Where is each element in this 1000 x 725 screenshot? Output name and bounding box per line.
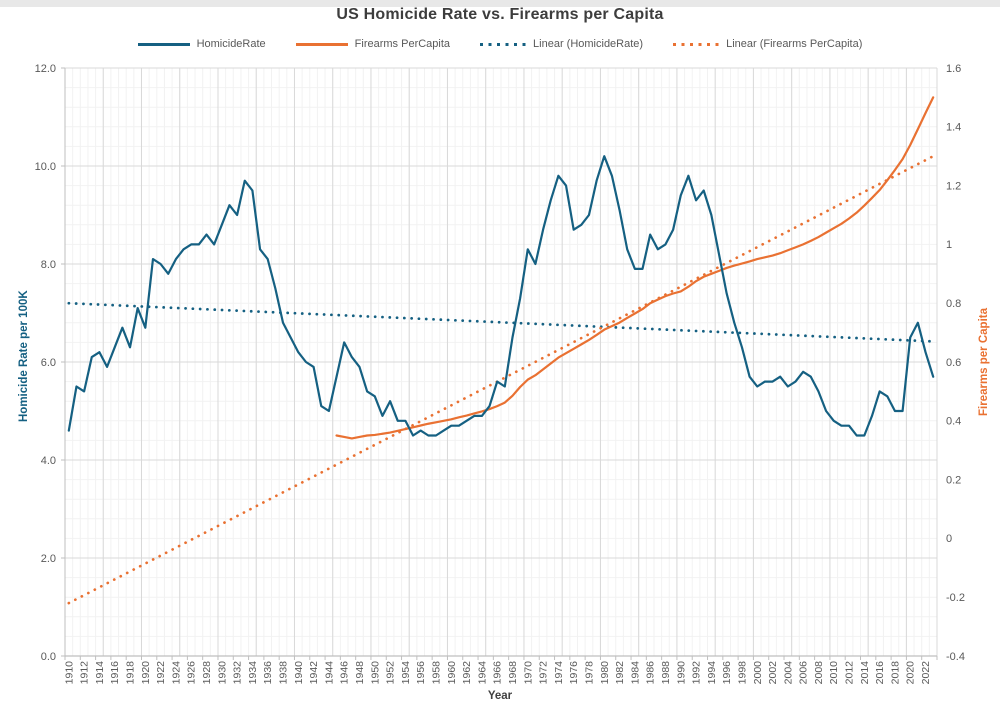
- chart-title: US Homicide Rate vs. Firearms per Capita: [336, 6, 664, 23]
- x-tick-label: 1934: [247, 661, 259, 685]
- x-tick-label: 1910: [63, 661, 75, 685]
- left-tick-label: 8.0: [41, 259, 56, 271]
- x-tick-label: 1984: [629, 661, 641, 685]
- x-tick-label: 2018: [889, 661, 901, 685]
- dotted-line-swatch-icon: [673, 42, 720, 46]
- x-tick-label: 1916: [109, 661, 121, 685]
- x-tick-label: 1942: [308, 661, 320, 685]
- x-tick-label: 1978: [583, 661, 595, 685]
- dotted-line-swatch-icon: [480, 42, 527, 46]
- x-tick-label: 1928: [201, 661, 213, 685]
- x-tick-label: 2004: [782, 661, 794, 685]
- legend-item: HomicideRate: [137, 38, 266, 50]
- x-tick-label: 1988: [660, 661, 672, 685]
- left-tick-label: 6.0: [41, 357, 56, 369]
- left-tick-label: 0.0: [41, 651, 56, 663]
- legend-label: Linear (Firearms PerCapita): [726, 38, 863, 50]
- x-tick-label: 1926: [186, 661, 198, 685]
- x-tick-label: 1990: [675, 661, 687, 685]
- legend-item: Firearms PerCapita: [295, 38, 451, 50]
- right-tick-label: -0.2: [946, 592, 965, 604]
- right-axis-title: Firearms per Capita: [978, 308, 990, 417]
- x-tick-label: 1956: [415, 661, 427, 685]
- x-tick-label: 2002: [767, 661, 779, 685]
- x-tick-label: 1952: [385, 661, 397, 685]
- x-tick-label: 2012: [844, 661, 856, 685]
- x-tick-label: 1950: [369, 661, 381, 685]
- x-tick-label: 1976: [568, 661, 580, 685]
- x-tick-label: 1980: [599, 661, 611, 685]
- legend-label: HomicideRate: [196, 38, 266, 50]
- right-tick-label: 1.4: [946, 122, 961, 134]
- x-tick-label: 1936: [262, 661, 274, 685]
- x-tick-label: 1946: [339, 661, 351, 685]
- x-tick-label: 2022: [920, 661, 932, 685]
- x-tick-label: 1992: [691, 661, 703, 685]
- left-tick-label: 4.0: [41, 455, 56, 467]
- right-tick-label: 0.6: [946, 357, 961, 369]
- x-tick-label: 1920: [140, 661, 152, 685]
- right-tick-label: 1.2: [946, 180, 961, 192]
- x-tick-label: 1986: [645, 661, 657, 685]
- right-tick-label: 0.4: [946, 416, 961, 428]
- x-tick-label: 1932: [232, 661, 244, 685]
- legend-item: Linear (HomicideRate): [480, 38, 643, 50]
- x-tick-label: 1940: [293, 661, 305, 685]
- x-tick-label: 1964: [476, 661, 488, 685]
- legend-label: Firearms PerCapita: [354, 38, 451, 50]
- x-tick-label: 2010: [828, 661, 840, 685]
- x-tick-label: 1914: [94, 661, 106, 685]
- chart-legend: HomicideRate Firearms PerCapita Linear (Ho…: [0, 38, 1000, 50]
- data-series-line: [67, 155, 935, 437]
- line-swatch-icon: [295, 42, 348, 46]
- x-tick-label: 1938: [278, 661, 290, 685]
- x-tick-label: 1958: [430, 661, 442, 685]
- x-tick-label: 1960: [446, 661, 458, 685]
- left-tick-label: 12.0: [35, 63, 56, 75]
- x-tick-label: 1944: [323, 661, 335, 685]
- x-tick-label: 1998: [736, 661, 748, 685]
- right-tick-label: 0.2: [946, 474, 961, 486]
- right-tick-label: 1: [946, 239, 952, 251]
- x-tick-label: 1966: [492, 661, 504, 685]
- x-tick-label: 1922: [155, 661, 167, 685]
- legend-item: Linear (Firearms PerCapita): [673, 38, 862, 50]
- right-tick-label: 0: [946, 533, 952, 545]
- right-tick-label: 0.8: [946, 298, 961, 310]
- right-tick-label: 1.6: [946, 63, 961, 75]
- left-tick-label: 2.0: [41, 553, 56, 565]
- x-tick-label: 2000: [752, 661, 764, 685]
- x-tick-label: 1974: [553, 661, 565, 685]
- x-tick-label: 2014: [859, 661, 871, 685]
- legend-label: Linear (HomicideRate): [533, 38, 644, 50]
- x-tick-label: 1968: [507, 661, 519, 685]
- x-tick-label: 1954: [400, 661, 412, 685]
- x-tick-label: 1996: [721, 661, 733, 685]
- x-tick-label: 1918: [125, 661, 137, 685]
- left-axis-title: Homicide Rate per 100K: [18, 290, 30, 422]
- x-tick-label: 1948: [354, 661, 366, 685]
- x-tick-label: 1970: [522, 661, 534, 685]
- x-tick-label: 2006: [798, 661, 810, 685]
- x-tick-label: 2008: [813, 661, 825, 685]
- x-tick-label: 1982: [614, 661, 626, 685]
- x-tick-label: 1912: [79, 661, 91, 685]
- x-tick-label: 2020: [905, 661, 917, 685]
- x-tick-label: 1924: [170, 661, 182, 685]
- data-series-line: [335, 96, 935, 440]
- x-tick-label: 1962: [461, 661, 473, 685]
- window-top-edge: [0, 0, 1000, 7]
- x-axis-title: Year: [487, 690, 513, 702]
- x-tick-label: 1972: [538, 661, 550, 685]
- right-tick-label: -0.4: [946, 651, 965, 663]
- line-swatch-icon: [137, 42, 190, 46]
- x-tick-label: 1994: [706, 661, 718, 685]
- trend-line: [67, 154, 935, 605]
- left-tick-label: 10.0: [35, 161, 56, 173]
- x-tick-label: 1930: [216, 661, 228, 685]
- x-tick-label: 2016: [874, 661, 886, 685]
